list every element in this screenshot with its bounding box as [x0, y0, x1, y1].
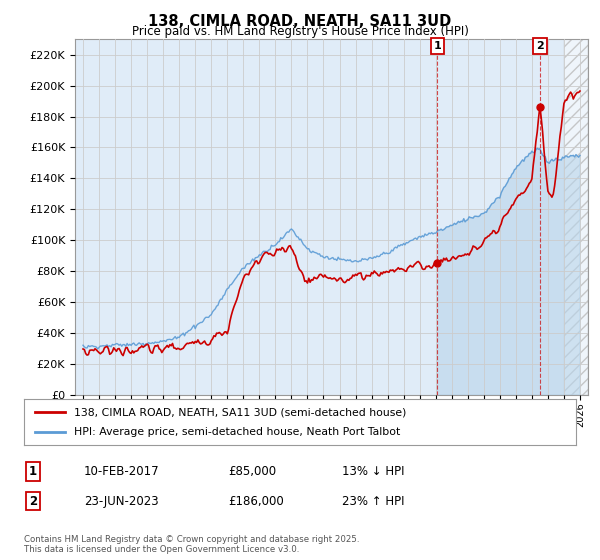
Text: 23-JUN-2023: 23-JUN-2023: [84, 494, 158, 508]
Text: 23% ↑ HPI: 23% ↑ HPI: [342, 494, 404, 508]
Text: HPI: Average price, semi-detached house, Neath Port Talbot: HPI: Average price, semi-detached house,…: [74, 427, 400, 437]
Polygon shape: [437, 148, 580, 395]
Text: £85,000: £85,000: [228, 465, 276, 478]
Text: Price paid vs. HM Land Registry's House Price Index (HPI): Price paid vs. HM Land Registry's House …: [131, 25, 469, 38]
Text: 1: 1: [433, 41, 441, 51]
Text: 10-FEB-2017: 10-FEB-2017: [84, 465, 160, 478]
Bar: [564, 39, 588, 395]
Bar: [564, 39, 588, 395]
Text: 138, CIMLA ROAD, NEATH, SA11 3UD: 138, CIMLA ROAD, NEATH, SA11 3UD: [148, 14, 452, 29]
Text: Contains HM Land Registry data © Crown copyright and database right 2025.
This d: Contains HM Land Registry data © Crown c…: [24, 535, 359, 554]
Text: 138, CIMLA ROAD, NEATH, SA11 3UD (semi-detached house): 138, CIMLA ROAD, NEATH, SA11 3UD (semi-d…: [74, 407, 406, 417]
Text: 2: 2: [536, 41, 544, 51]
Text: 2: 2: [29, 494, 37, 508]
Text: 13% ↓ HPI: 13% ↓ HPI: [342, 465, 404, 478]
Text: £186,000: £186,000: [228, 494, 284, 508]
Text: 1: 1: [29, 465, 37, 478]
